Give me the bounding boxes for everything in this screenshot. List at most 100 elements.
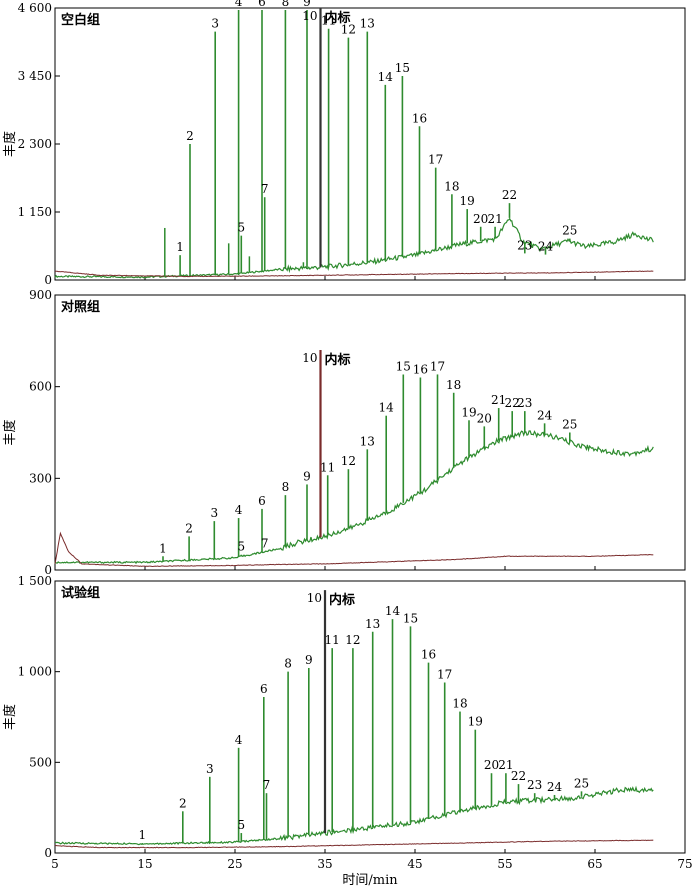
peak-label: 14 — [379, 401, 395, 415]
peak-label: 22 — [502, 188, 517, 202]
peak-label: 13 — [365, 617, 380, 631]
peak-label: 5 — [237, 818, 245, 832]
y-axis-label: 丰度 — [2, 131, 18, 157]
peak-label: 25 — [574, 776, 589, 790]
reference-trace — [54, 270, 654, 278]
peak-label: 12 — [345, 633, 360, 647]
peak-label: 22 — [505, 396, 520, 410]
internal-standard-label: 内标 — [329, 592, 355, 608]
peak-label: 6 — [258, 0, 266, 9]
peak-label: 19 — [461, 405, 476, 419]
peak-label: 21 — [491, 393, 506, 407]
peak-label: 6 — [258, 494, 266, 508]
y-tick-label: 2 300 — [18, 137, 52, 151]
peak-label: 6 — [260, 682, 268, 696]
panel-title: 试验组 — [61, 585, 100, 601]
plot-frame — [54, 294, 686, 571]
x-tick-label: 55 — [497, 857, 512, 871]
y-tick-label: 0 — [44, 273, 52, 287]
peak-label: 25 — [562, 418, 577, 432]
peak-label: 10 — [307, 591, 322, 605]
panel-title: 对照组 — [61, 299, 100, 315]
peak-label: 20 — [477, 411, 492, 425]
sample-trace — [54, 217, 654, 279]
peak-label: 17 — [428, 153, 443, 167]
peak-label: 22 — [511, 769, 526, 783]
sample-trace — [55, 785, 654, 846]
internal-standard-label: 内标 — [325, 10, 351, 26]
y-tick-label: 1 500 — [18, 574, 52, 588]
peak-label: 10 — [302, 9, 317, 23]
peak-label: 15 — [395, 61, 410, 75]
y-tick-label: 0 — [44, 563, 52, 577]
peak-label: 16 — [413, 363, 428, 377]
peak-label: 14 — [385, 604, 401, 618]
peak-label: 18 — [452, 697, 467, 711]
peak-label: 23 — [527, 778, 542, 792]
peak-label: 11 — [321, 14, 336, 28]
peak-label: 7 — [261, 182, 269, 196]
peak-label: 23 — [517, 238, 532, 252]
peak-label: 10 — [302, 351, 317, 365]
peak-label: 24 — [547, 780, 563, 794]
peak-label: 4 — [235, 733, 243, 747]
peak-label: 2 — [185, 521, 193, 535]
y-tick-label: 600 — [29, 380, 52, 394]
y-tick-label: 1 150 — [18, 205, 52, 219]
peak-label: 9 — [303, 0, 311, 9]
peak-label: 24 — [538, 240, 554, 254]
peak-label: 9 — [303, 469, 311, 483]
peak-label: 8 — [282, 480, 290, 494]
peak-label: 2 — [186, 129, 194, 143]
peak-label: 11 — [320, 460, 335, 474]
peak-label: 12 — [341, 23, 356, 37]
y-tick-label: 500 — [29, 755, 52, 769]
peak-label: 14 — [378, 70, 394, 84]
plot-frame — [54, 7, 686, 281]
peak-label: 12 — [341, 454, 356, 468]
peak-label: 11 — [325, 633, 340, 647]
peak-label: 9 — [305, 653, 313, 667]
reference-trace — [54, 531, 654, 568]
peak-label: 21 — [498, 758, 513, 772]
peak-label: 24 — [537, 408, 553, 422]
peak-label: 13 — [360, 17, 375, 31]
y-tick-label: 900 — [29, 288, 52, 302]
peak-label: 1 — [159, 541, 167, 555]
peak-label: 18 — [444, 179, 459, 193]
peak-label: 18 — [446, 378, 461, 392]
x-tick-label: 5 — [51, 857, 59, 871]
peak-label: 4 — [235, 503, 243, 517]
y-tick-label: 1 000 — [18, 665, 52, 679]
peak-label: 1 — [138, 828, 146, 842]
peak-label: 8 — [282, 0, 290, 9]
peak-label: 20 — [473, 212, 488, 226]
peak-label: 3 — [211, 17, 219, 31]
x-tick-label: 45 — [407, 857, 422, 871]
peak-label: 19 — [468, 715, 483, 729]
peak-label: 7 — [263, 778, 271, 792]
reference-trace — [54, 839, 654, 849]
peak-label: 7 — [261, 537, 269, 551]
y-tick-label: 4 600 — [18, 1, 52, 15]
x-axis-label: 时间/min — [342, 873, 398, 888]
y-axis-label: 丰度 — [2, 419, 18, 445]
peak-label: 23 — [517, 396, 532, 410]
x-tick-label: 75 — [677, 857, 692, 871]
x-tick-label: 25 — [227, 857, 242, 871]
internal-standard-label: 内标 — [325, 352, 351, 368]
x-tick-label: 15 — [137, 857, 152, 871]
peak-label: 15 — [396, 359, 411, 373]
panel-title: 空白组 — [61, 12, 100, 28]
peak-label: 3 — [206, 762, 214, 776]
peak-label: 16 — [421, 648, 436, 662]
plot-frame — [54, 580, 686, 854]
peak-label: 5 — [237, 221, 245, 235]
peak-label: 8 — [284, 657, 292, 671]
peak-label: 1 — [176, 240, 184, 254]
y-tick-label: 3 450 — [18, 69, 52, 83]
